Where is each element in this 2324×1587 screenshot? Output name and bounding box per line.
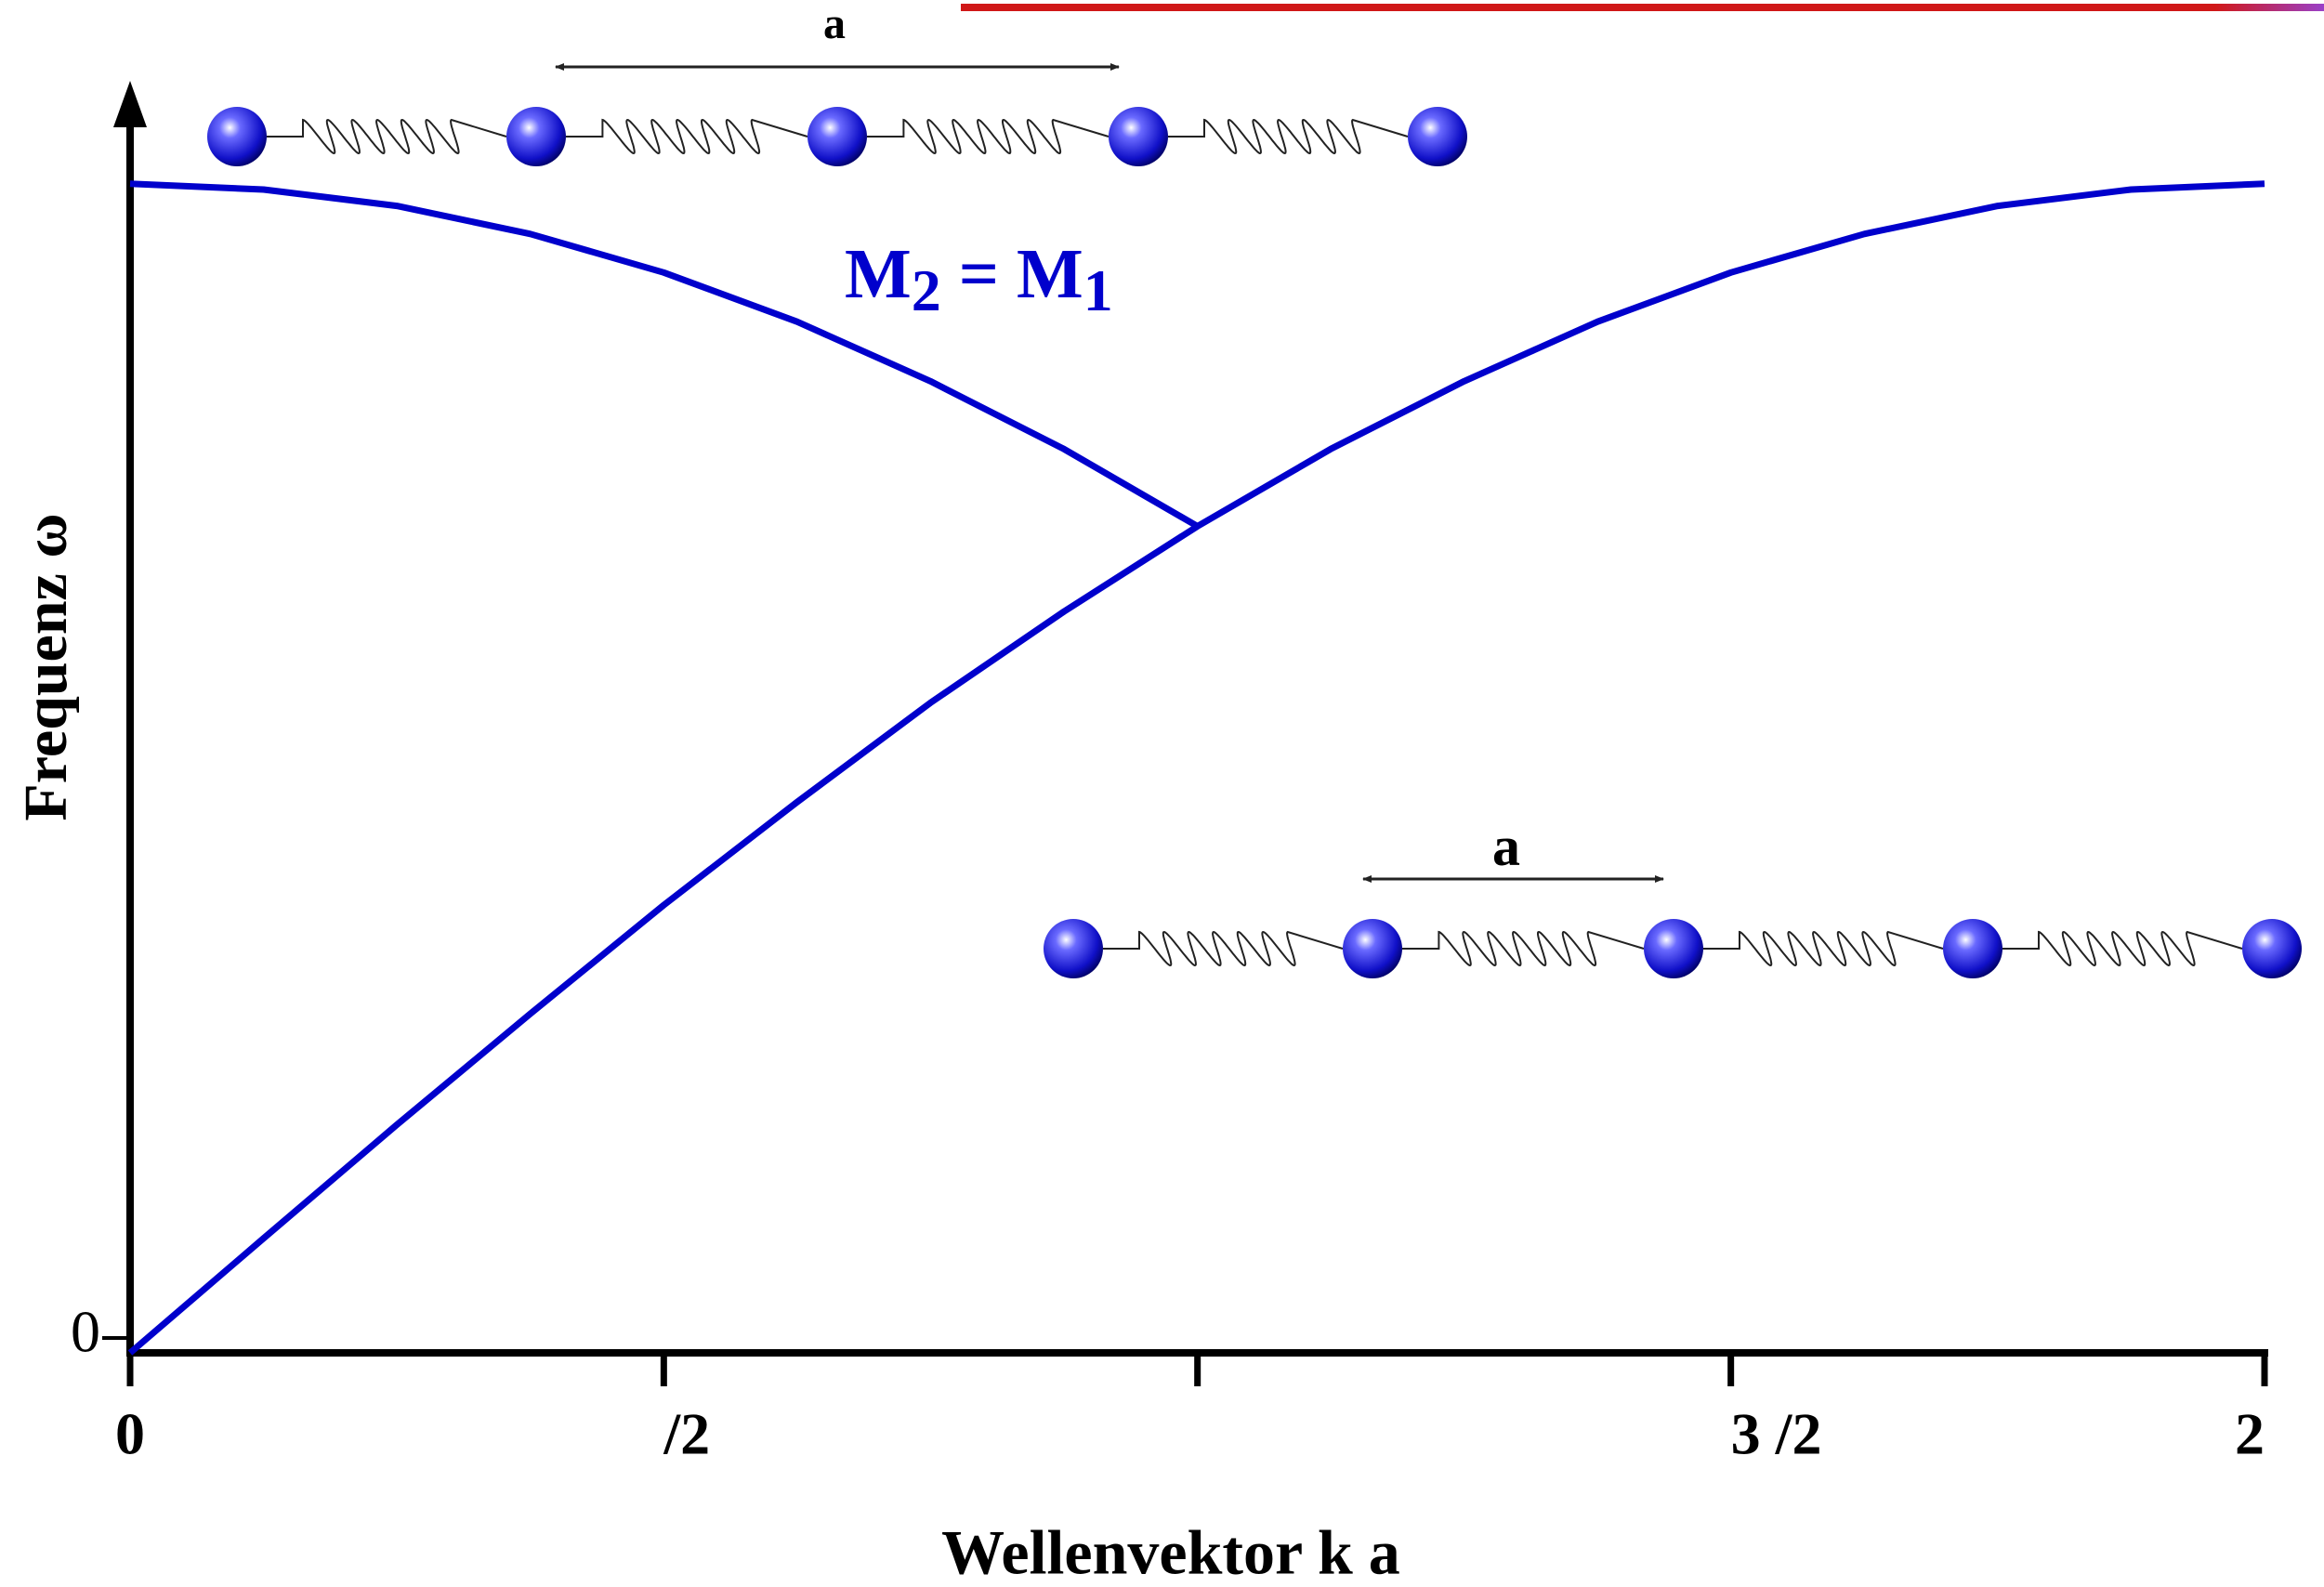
header-bar	[961, 4, 2324, 11]
annotation-part: M	[845, 235, 912, 313]
x-tick-label: /2	[663, 1401, 710, 1467]
annotation-part: = M	[941, 235, 1083, 313]
mass-ball	[1343, 919, 1402, 978]
mass-ball	[1408, 107, 1467, 166]
spring-chains	[207, 107, 2302, 978]
annotation-part: 1	[1083, 257, 1113, 323]
mass-ball	[1044, 919, 1103, 978]
mass-ball	[1644, 919, 1703, 978]
mass-ball	[1109, 107, 1168, 166]
dispersion-curve	[130, 184, 2265, 1353]
chart: Wellenvektor k a Frequenz ω M2 = M1 a a …	[0, 0, 2324, 1587]
y-axis-arrow	[113, 81, 147, 127]
annotation-part: 2	[912, 257, 941, 323]
mass-ball	[807, 107, 867, 166]
mass-ball	[2242, 919, 2302, 978]
spring	[566, 120, 807, 153]
spring	[2002, 932, 2242, 965]
mass-ball	[1943, 919, 2002, 978]
spring	[1703, 932, 1943, 965]
y-axis-title: Frequenz ω	[12, 513, 80, 820]
spring	[1402, 932, 1644, 965]
spring	[867, 120, 1109, 153]
spring	[267, 120, 506, 153]
x-axis-title: Wellenvektor k a	[941, 1517, 1400, 1587]
mass-ball	[506, 107, 566, 166]
y-tick-label: 0	[71, 1299, 100, 1365]
x-tick-label: 2	[2235, 1401, 2265, 1467]
x-tick-label: 3 /2	[1731, 1401, 1822, 1467]
spring	[1168, 120, 1408, 153]
mass-ball	[207, 107, 267, 166]
mass-annotation: M2 = M1	[845, 235, 1113, 322]
x-tick-label: 0	[115, 1401, 145, 1467]
chain-label: a	[823, 0, 846, 48]
spring	[1103, 932, 1343, 965]
chain-label: a	[1492, 816, 1520, 877]
